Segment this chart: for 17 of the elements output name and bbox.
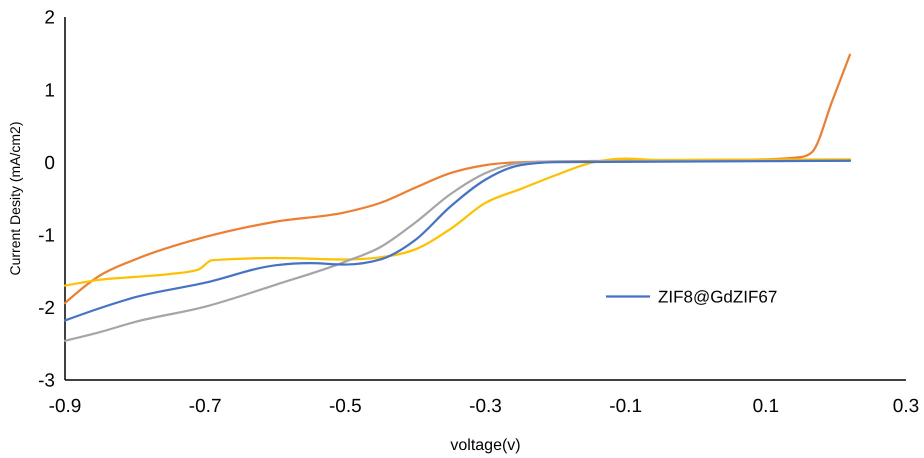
y-tick-label: 2 [44, 8, 55, 29]
line-series [64, 157, 852, 287]
x-tick-label: 0.1 [752, 396, 780, 417]
legend-label: ZIF8@GdZIF67 [658, 287, 778, 306]
x-tick-label: -0.3 [469, 396, 502, 417]
x-axis-title: voltage(v) [450, 437, 521, 454]
x-tick-label: -0.1 [609, 396, 642, 417]
x-tick-label: -0.5 [328, 396, 362, 417]
y-tick-label: 1 [44, 80, 55, 102]
x-tick-label: 0.3 [892, 396, 920, 417]
y-tick-label: -3 [38, 370, 55, 392]
y-tick-label: -2 [38, 298, 55, 320]
x-tick-label: -0.9 [48, 396, 82, 417]
y-axis-title: Current Desity (mA/cm2) [7, 121, 23, 276]
x-tick-label: -0.7 [188, 396, 222, 417]
y-tick-label: 0 [44, 152, 55, 174]
y-tick-label: -1 [38, 225, 55, 246]
